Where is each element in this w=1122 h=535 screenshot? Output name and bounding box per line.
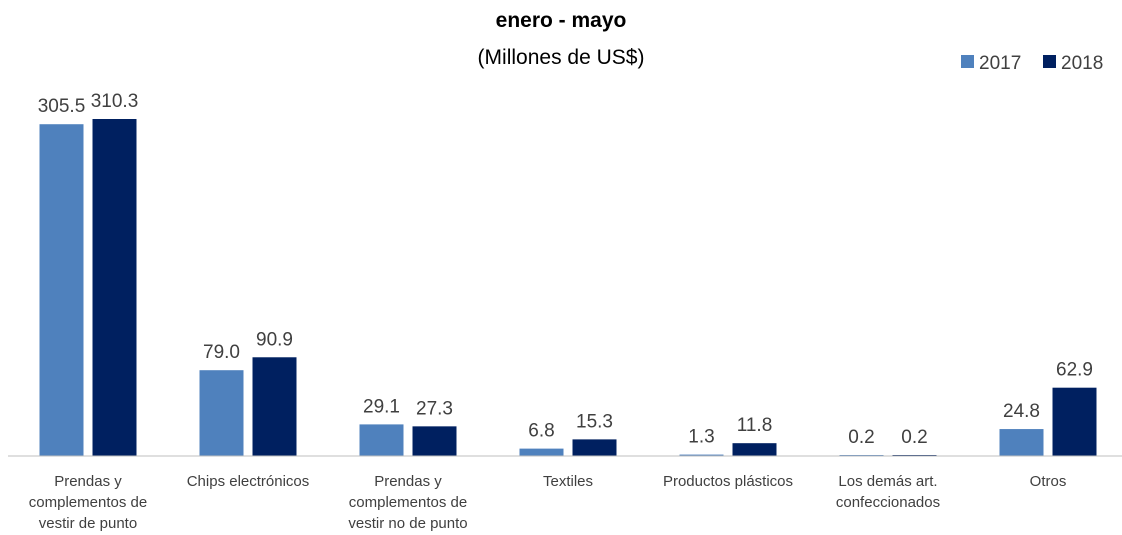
category-label-6: Otros: [1030, 473, 1067, 490]
chart-subtitle: (Millones de US$): [478, 46, 645, 69]
legend: 2017 2018: [961, 53, 1103, 74]
data-label-2017-1: 79.0: [203, 342, 240, 363]
data-label-2018-6: 62.9: [1056, 360, 1093, 381]
bar-2018-1: [252, 357, 297, 456]
bar-2017-4: [679, 454, 724, 456]
data-label-2017-3: 6.8: [528, 421, 554, 442]
bar-2018-6: [1052, 387, 1097, 456]
data-label-2018-5: 0.2: [901, 427, 927, 448]
legend-label-2018: 2018: [1061, 53, 1103, 74]
category-label-3: Textiles: [543, 473, 593, 490]
bar-2017-2: [359, 424, 404, 456]
category-label-0: Prendas y complementos de vestir de punto: [29, 473, 147, 532]
category-label-1: Chips electrónicos: [187, 473, 310, 490]
bar-2017-3: [519, 448, 564, 456]
data-label-2017-0: 305.5: [38, 96, 86, 117]
data-label-2018-4: 11.8: [737, 415, 773, 436]
bar-2018-3: [572, 439, 617, 456]
data-label-2017-6: 24.8: [1003, 401, 1040, 422]
data-label-2018-0: 310.3: [91, 91, 139, 112]
legend-label-2017: 2017: [979, 53, 1021, 74]
bar-2017-0: [39, 124, 84, 457]
category-label-5: Los demás art. confeccionados: [836, 473, 940, 511]
bar-2018-0: [92, 119, 137, 456]
plot-area: 305.5 310.3 Prendas y complementos de vestir…: [29, 91, 1097, 532]
category-label-4: Productos plásticos: [663, 473, 793, 490]
data-label-2018-2: 27.3: [416, 398, 453, 419]
data-label-2018-1: 90.9: [256, 329, 293, 350]
bar-2017-6: [999, 429, 1044, 456]
data-label-2017-2: 29.1: [363, 396, 400, 417]
legend-swatch-2017: [961, 55, 974, 68]
chart-title: enero - mayo: [496, 9, 627, 32]
bar-2018-4: [732, 443, 777, 456]
data-label-2018-3: 15.3: [576, 411, 613, 432]
bar-2018-2: [412, 426, 457, 456]
bar-2017-1: [199, 370, 244, 456]
data-label-2017-5: 0.2: [848, 427, 874, 448]
category-label-2: Prendas y complementos de vestir no de pun…: [348, 473, 467, 532]
data-label-2017-4: 1.3: [688, 427, 714, 448]
legend-swatch-2018: [1043, 55, 1056, 68]
